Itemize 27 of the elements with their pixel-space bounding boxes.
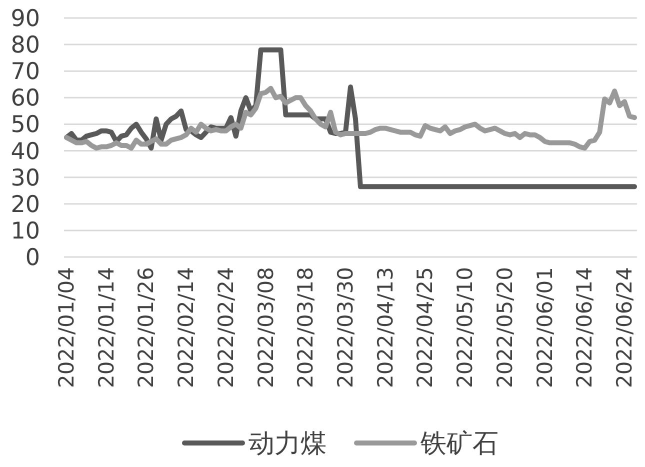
x-tick-label: 2022/02/14 xyxy=(174,267,198,388)
x-tick-label: 2022/04/13 xyxy=(373,267,398,388)
x-tick-label: 2022/04/25 xyxy=(413,267,438,388)
y-tick-label: 70 xyxy=(10,59,40,86)
x-tick-label: 2022/06/24 xyxy=(612,267,637,388)
y-tick-label: 50 xyxy=(10,112,40,138)
y-tick-label: 20 xyxy=(10,192,40,218)
y-tick-label: 0 xyxy=(25,245,40,271)
legend-label: 动力煤 xyxy=(248,429,326,459)
y-tick-label: 60 xyxy=(10,86,40,112)
x-tick-label: 2022/06/14 xyxy=(572,267,597,388)
y-tick-label: 80 xyxy=(10,32,40,59)
x-tick-label: 2022/03/18 xyxy=(294,267,318,388)
x-tick-label: 2022/03/08 xyxy=(254,267,278,388)
x-tick-label: 2022/01/04 xyxy=(54,267,78,388)
x-tick-label: 2022/06/01 xyxy=(532,267,557,388)
x-tick-label: 2022/03/30 xyxy=(334,267,358,388)
x-tick-label: 2022/05/20 xyxy=(492,267,517,388)
x-tick-label: 2022/02/24 xyxy=(214,267,238,388)
legend-label: 铁矿石 xyxy=(420,429,498,459)
x-tick-label: 2022/05/10 xyxy=(453,267,478,388)
y-tick-label: 30 xyxy=(10,165,40,192)
x-tick-label: 2022/01/14 xyxy=(94,267,118,388)
x-tick-label: 2022/01/26 xyxy=(134,267,158,388)
y-tick-label: 90 xyxy=(10,6,40,32)
y-tick-label: 40 xyxy=(10,138,40,165)
y-tick-label: 10 xyxy=(10,218,40,244)
